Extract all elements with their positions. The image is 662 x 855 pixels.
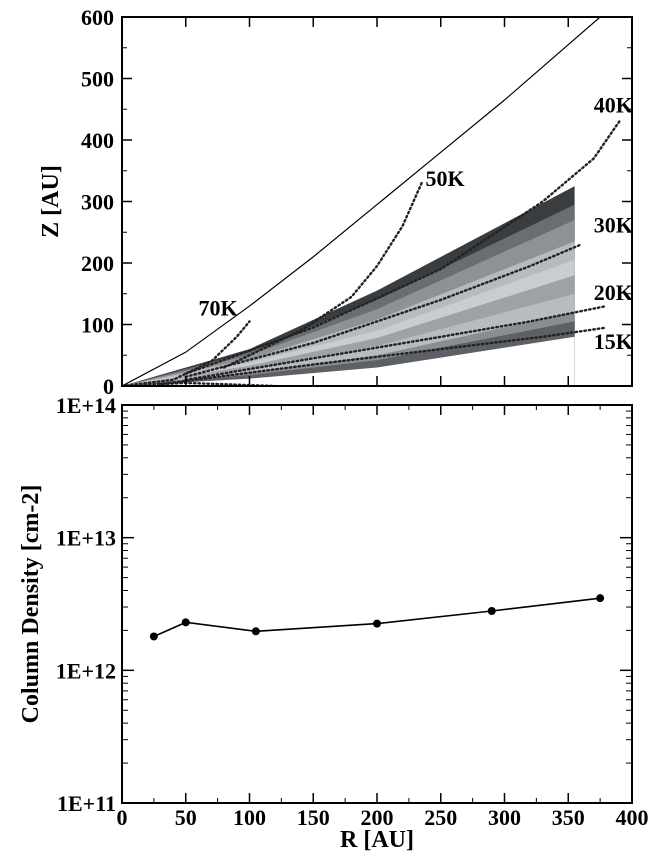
x-axis-label: R [AU] [340,827,414,853]
top-density-bands [122,186,575,386]
contour-70k [122,320,251,386]
column-density-series [149,594,605,641]
bottom-y-tick-label: 1E+14 [56,393,116,418]
contour-label-20k: 20K [594,280,633,305]
x-tick-label: 300 [488,805,521,830]
contour-label-15k: 15K [594,329,633,354]
contour-20k [184,304,608,382]
contour-15k [159,326,608,386]
contour-label-40k: 40K [594,92,633,117]
contour-40k [184,120,621,375]
column-density-point [373,619,381,628]
column-density-point [596,594,605,603]
top-y-tick-label: 400 [81,128,114,153]
x-tick-label: 50 [175,805,197,830]
x-tick-label: 100 [233,805,266,830]
bottom-y-tick-label: 1E+11 [57,791,116,816]
x-tick-label: 400 [616,805,649,830]
bottom-y-tick-label: 1E+13 [56,526,116,551]
column-density-point [487,607,496,616]
column-density-point [149,632,158,641]
top-y-tick-label: 600 [81,5,114,30]
x-tick-label: 350 [552,805,585,830]
bottom-panel: 0 50 100 150 200 250 300 350 400 1E+11 1E+12 1E+13 1… [18,393,649,853]
top-y-tick-label: 0 [103,374,114,399]
bottom-axes: 0 50 100 150 200 250 300 350 400 1E+11 1E+12 1E+13 1… [56,393,649,830]
x-tick-label: 200 [361,805,394,830]
top-y-tick-label: 300 [81,190,114,215]
contour-label-50k: 50K [425,166,464,191]
top-y-tick-label: 200 [81,251,114,276]
x-tick-label: 150 [297,805,330,830]
x-tick-label: 0 [117,805,128,830]
top-y-tick-label: 100 [81,313,114,338]
top-temperature-contours [122,17,621,386]
contour-label-70k: 70K [199,295,238,320]
bottom-y-axis-label: Column Density [cm-2] [18,485,44,724]
top-y-tick-label: 500 [81,67,114,92]
x-tick-label: 250 [424,805,457,830]
disk-surface-curve [122,17,601,386]
density-band-9 [122,336,575,386]
contour-50k [222,181,423,369]
contour-30k [184,243,583,378]
column-density-line [153,597,601,638]
column-density-point [251,627,260,636]
bottom-y-tick-label: 1E+12 [56,658,116,683]
top-panel: 0 100 200 300 400 500 600 Z [AU] 70K 50K 40K 30K 2… [38,5,633,399]
column-density-point [181,618,190,627]
top-axes: 0 100 200 300 400 500 600 [81,5,633,399]
top-y-axis-label: Z [AU] [38,165,64,238]
contour-label-30k: 30K [594,212,633,237]
